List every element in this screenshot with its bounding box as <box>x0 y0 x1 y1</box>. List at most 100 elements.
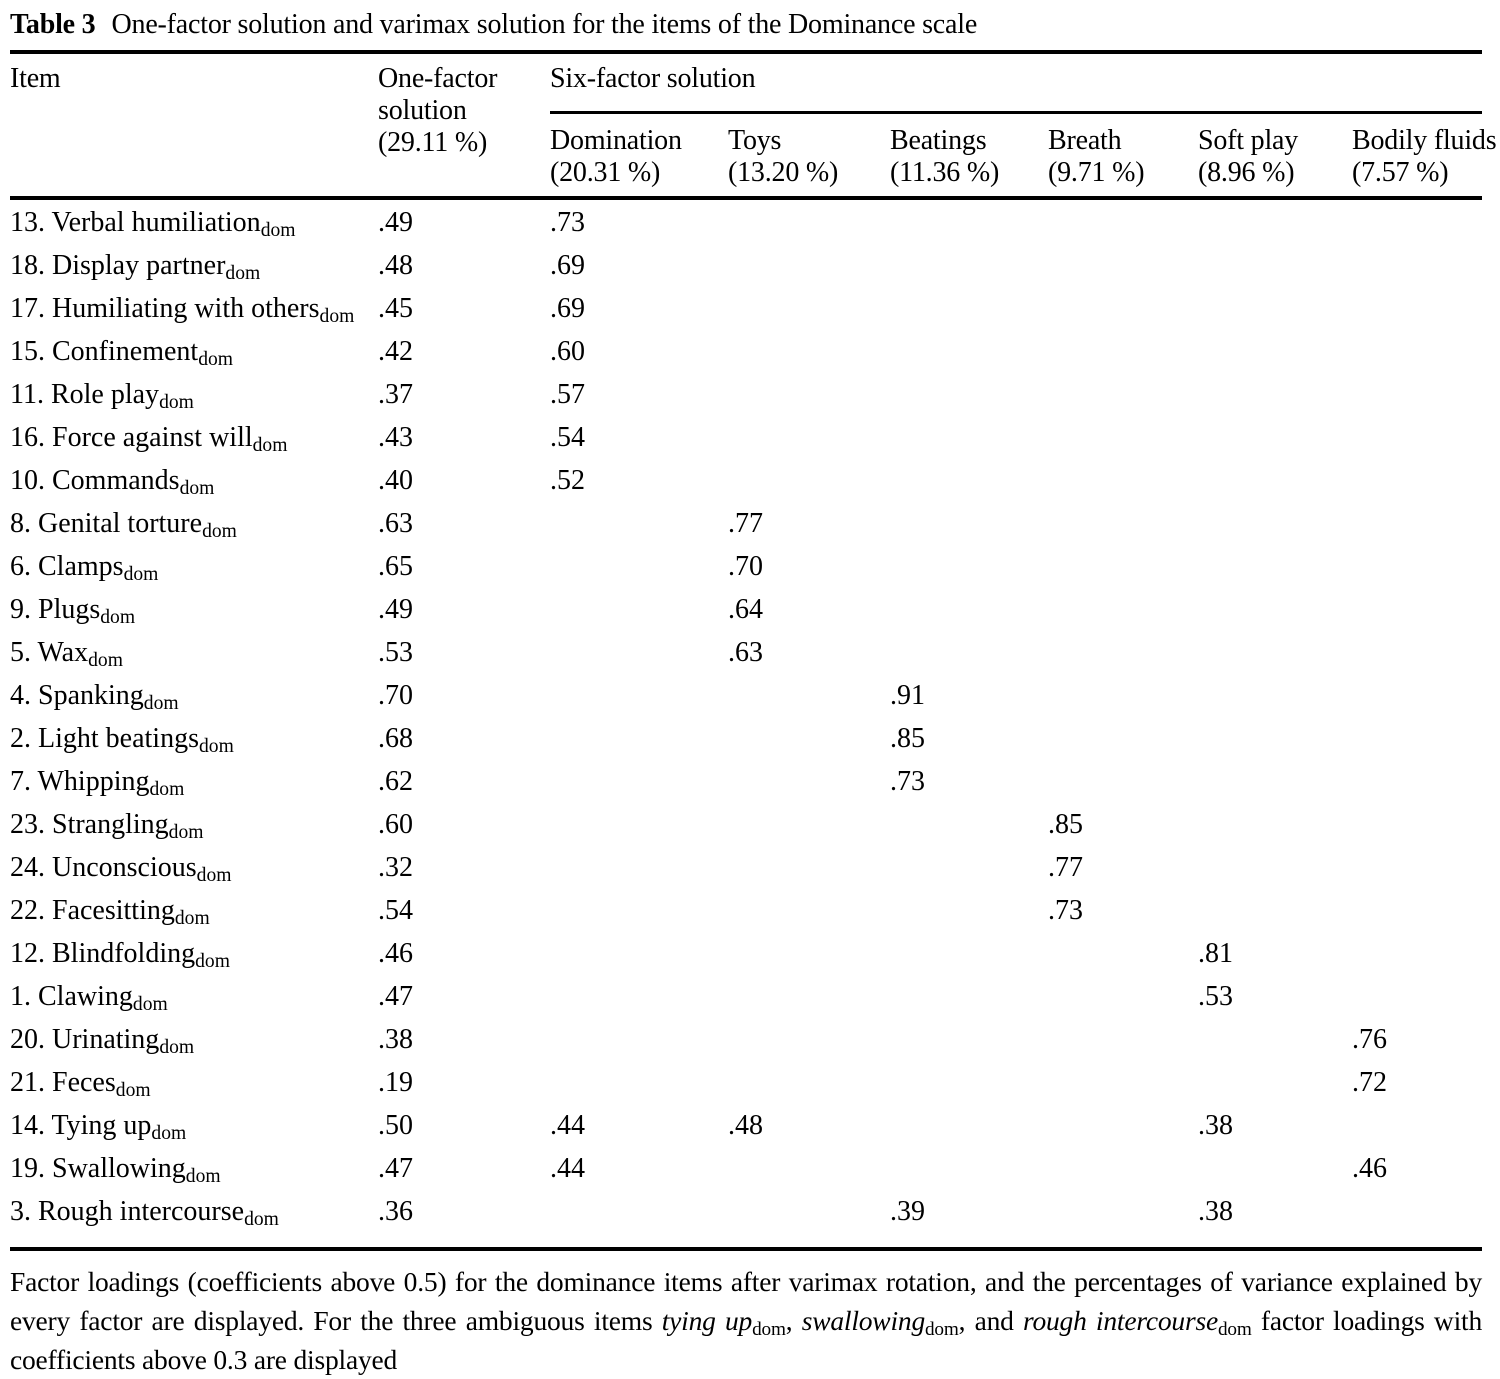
loading-cell: .77 <box>1048 852 1083 883</box>
item-subscript: dom <box>244 1208 279 1230</box>
loading-cell: .69 <box>550 250 585 281</box>
table-row: 8. Genital torturedom .63 .77 <box>10 501 1482 544</box>
loading-cell: .54 <box>550 422 585 453</box>
one-factor-cell: .54 <box>378 895 413 926</box>
table-row: 19. Swallowingdom .47 .44 .46 <box>10 1146 1482 1189</box>
item-cell: 9. Plugsdom <box>10 594 136 628</box>
loading-cell: .44 <box>550 1110 585 1141</box>
item-cell: 24. Unconsciousdom <box>10 852 232 886</box>
loading-cell <box>728 243 890 286</box>
loading-cell <box>728 1189 890 1232</box>
item-subscript: dom <box>198 348 234 370</box>
item-subscript: dom <box>143 692 179 714</box>
loading-cell <box>1352 888 1482 931</box>
loading-cell <box>550 1060 728 1103</box>
table-row: 3. Rough intercoursedom .36 .39 .38 <box>10 1189 1482 1232</box>
loading-cell <box>728 415 890 458</box>
table-row: 11. Role playdom .37 .57 <box>10 372 1482 415</box>
loading-cell <box>1048 974 1198 1017</box>
loading-cell: .60 <box>550 336 585 367</box>
loading-cell <box>1198 759 1352 802</box>
one-factor-cell: .47 <box>378 1153 413 1184</box>
table-row: 1. Clawingdom .47 .53 <box>10 974 1482 1017</box>
loading-cell <box>1198 501 1352 544</box>
loading-cell <box>890 630 1048 673</box>
loading-cell <box>1198 716 1352 759</box>
loading-cell <box>890 974 1048 1017</box>
table-caption-label: Table 3 <box>10 9 96 40</box>
loading-cell <box>1352 759 1482 802</box>
one-factor-cell: .62 <box>378 766 413 797</box>
top-rule <box>10 50 1482 54</box>
item-cell: 7. Whippingdom <box>10 766 185 800</box>
loading-cell <box>1048 630 1198 673</box>
loading-cell <box>1048 1189 1198 1232</box>
one-factor-line2: solution <box>378 95 467 126</box>
one-factor-cell: .63 <box>378 508 413 539</box>
table-row: 24. Unconsciousdom .32 .77 <box>10 845 1482 888</box>
loading-cell <box>1352 286 1482 329</box>
factor-name: Breath <box>1048 125 1122 156</box>
item-subscript: dom <box>100 606 136 628</box>
one-factor-cell: .53 <box>378 637 413 668</box>
loading-cell <box>890 415 1048 458</box>
item-cell: 13. Verbal humiliationdom <box>10 207 296 241</box>
loading-cell: .53 <box>1198 981 1233 1012</box>
item-subscript: dom <box>185 1165 221 1187</box>
footnote-subscript: dom <box>752 1318 786 1340</box>
table-row: 14. Tying updom .50 .44 .48 .38 <box>10 1103 1482 1146</box>
loading-cell: .48 <box>728 1110 763 1141</box>
footnote-segment: , and <box>958 1305 1023 1336</box>
item-subscript: dom <box>159 1036 195 1058</box>
col-header-domination: Domination (20.31 %) <box>550 113 728 199</box>
loading-cell <box>1198 372 1352 415</box>
item-subscript: dom <box>132 993 168 1015</box>
loading-cell <box>1048 243 1198 286</box>
table-row: 12. Blindfoldingdom .46 .81 <box>10 931 1482 974</box>
table-row: 21. Fecesdom .19 .72 <box>10 1060 1482 1103</box>
loading-cell <box>550 544 728 587</box>
one-factor-cell: .37 <box>378 379 413 410</box>
col-header-bodily-fluids: Bodily fluids (7.57 %) <box>1352 113 1497 199</box>
item-cell: 23. Stranglingdom <box>10 809 204 843</box>
loading-cell <box>1048 544 1198 587</box>
item-cell: 2. Light beatingsdom <box>10 723 234 757</box>
item-subscript: dom <box>196 864 232 886</box>
loading-cell <box>550 630 728 673</box>
table-row: 5. Waxdom .53 .63 <box>10 630 1482 673</box>
loading-cell <box>1352 1189 1482 1232</box>
loading-cell <box>1198 1060 1352 1103</box>
factor-name: Bodily fluids <box>1352 125 1497 156</box>
one-factor-cell: .49 <box>378 594 413 625</box>
item-cell: 12. Blindfoldingdom <box>10 938 230 972</box>
loading-cell: .70 <box>728 551 763 582</box>
loading-cell <box>728 1060 890 1103</box>
one-factor-cell: .46 <box>378 938 413 969</box>
loading-cell <box>550 673 728 716</box>
table-row: 10. Commandsdom .40 .52 <box>10 458 1482 501</box>
loading-cell <box>728 759 890 802</box>
loading-cell <box>1198 1146 1352 1189</box>
item-cell: 11. Role playdom <box>10 379 194 413</box>
item-cell: 8. Genital torturedom <box>10 508 237 542</box>
one-factor-pct: (29.11 %) <box>378 127 488 158</box>
loading-cell <box>890 931 1048 974</box>
loading-cell: .69 <box>550 293 585 324</box>
loading-cell <box>1198 1017 1352 1060</box>
factor-loadings-table: Item One-factor solution (29.11 %) Six-f… <box>10 54 1497 1232</box>
loading-cell <box>1048 501 1198 544</box>
loading-cell <box>728 198 890 243</box>
table-body: 13. Verbal humiliationdom .49 .73 18. Displ… <box>10 198 1482 1232</box>
loading-cell <box>1198 286 1352 329</box>
loading-cell <box>890 286 1048 329</box>
loading-cell <box>1198 544 1352 587</box>
footnote-subscript: dom <box>1217 1318 1252 1340</box>
loading-cell <box>890 198 1048 243</box>
loading-cell: .39 <box>890 1196 925 1227</box>
factor-name: Domination <box>550 125 682 156</box>
table-row: 13. Verbal humiliationdom .49 .73 <box>10 198 1482 243</box>
loading-cell <box>890 888 1048 931</box>
loading-cell: .38 <box>1198 1110 1233 1141</box>
item-cell: 22. Facesittingdom <box>10 895 210 929</box>
item-cell: 19. Swallowingdom <box>10 1153 221 1187</box>
